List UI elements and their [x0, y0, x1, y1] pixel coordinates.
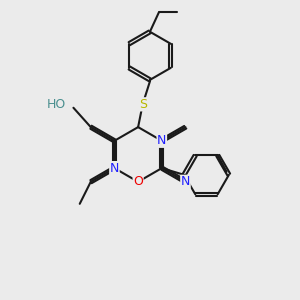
Text: N: N [110, 162, 119, 175]
Text: N: N [157, 134, 167, 147]
Text: HO: HO [47, 98, 66, 111]
Text: O: O [133, 175, 143, 188]
Text: N: N [181, 175, 190, 188]
Text: S: S [139, 98, 147, 111]
